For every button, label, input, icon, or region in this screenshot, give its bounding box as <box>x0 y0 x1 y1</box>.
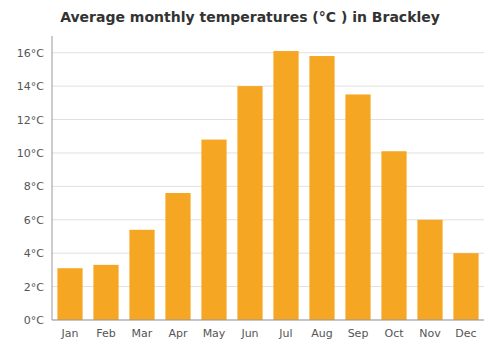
title: Average monthly temperatures (°C ) in Br… <box>60 9 440 25</box>
y-tick-label: 10°C <box>17 147 44 160</box>
y-tick-label: 0°C <box>24 314 44 327</box>
grid-line <box>52 186 484 187</box>
bar <box>201 140 226 320</box>
x-tick-label: Feb <box>96 327 115 340</box>
y-axis: 0°C 2°C 4°C 6°C 8°C 10°C 12°C 14°C 16°C <box>17 36 484 327</box>
x-tick-label: Jul <box>278 327 292 340</box>
bar <box>453 253 478 320</box>
x-tick-label: Nov <box>419 327 441 340</box>
bar <box>129 230 154 320</box>
x-tick-label: Oct <box>384 327 404 340</box>
x-tick-label: Aug <box>311 327 332 340</box>
y-tick-label: 12°C <box>17 114 44 127</box>
y-tick-label: 14°C <box>17 80 44 93</box>
bars <box>57 51 478 320</box>
bar <box>309 56 334 320</box>
y-axis-line <box>52 36 53 320</box>
x-axis: Jan Feb Mar Apr May Jun Jul Aug Sep Oct Nov Dec <box>52 320 484 340</box>
x-axis-line <box>52 320 484 321</box>
grid-line <box>52 152 484 153</box>
chart: Average monthly temperatures (°C ) in Br… <box>0 0 500 350</box>
bar <box>381 151 406 320</box>
bar <box>345 94 370 320</box>
x-tick-label: Sep <box>348 327 369 340</box>
x-tick-label: Jun <box>240 327 258 340</box>
grid-line <box>52 86 484 87</box>
y-tick-label: 6°C <box>24 214 44 227</box>
grid-line <box>52 320 484 321</box>
bar <box>237 86 262 320</box>
bar <box>165 193 190 320</box>
bar <box>57 268 82 320</box>
bar <box>417 220 442 320</box>
y-tick-label: 4°C <box>24 247 44 260</box>
x-tick-label: Dec <box>455 327 476 340</box>
x-tick-label: May <box>203 327 226 340</box>
grid-line <box>52 119 484 120</box>
y-tick-label: 8°C <box>24 180 44 193</box>
grid-line <box>52 52 484 53</box>
x-tick-label: Jan <box>61 327 79 340</box>
x-tick-label: Mar <box>132 327 153 340</box>
bar <box>93 265 118 320</box>
y-tick-label: 2°C <box>24 281 44 294</box>
bar <box>273 51 298 320</box>
x-tick-label: Apr <box>168 327 188 340</box>
y-tick-label: 16°C <box>17 47 44 60</box>
